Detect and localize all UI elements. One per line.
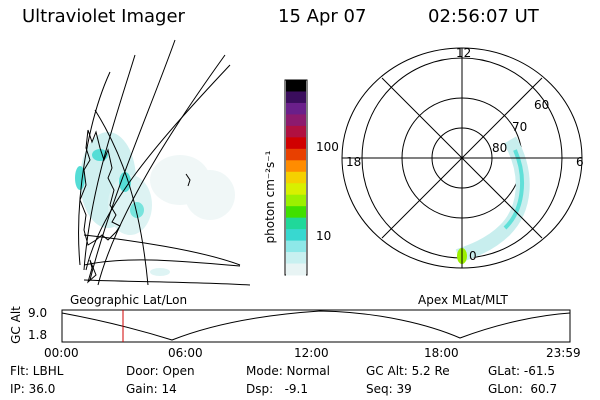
colorbar-swatch: [286, 137, 306, 150]
filter-info: Flt: LBHL: [10, 364, 64, 378]
colorbar-swatch: [286, 240, 306, 253]
seq-info: Seq: 39: [366, 382, 412, 396]
colorbar-swatch: [286, 194, 306, 207]
colorbar-swatch: [286, 206, 306, 219]
auroral-emission-polar: [455, 136, 530, 264]
timeline-xtick: 00:00: [44, 346, 79, 360]
apex-panel-label: Apex MLat/MLT: [418, 293, 508, 307]
timeline-ytick-low: 1.8: [28, 328, 48, 342]
colorbar-swatch: [286, 229, 306, 242]
mlt-label-bottom: 0: [469, 249, 477, 263]
gc-alt-info: GC Alt: 5.2 Re: [366, 364, 450, 378]
app-title: Ultraviolet Imager: [22, 6, 185, 27]
colorbar-swatch: [286, 217, 306, 230]
coastline: [79, 129, 191, 284]
colorbar-swatch: [286, 91, 306, 104]
colorbar-swatch: [286, 252, 306, 265]
geo-grid-lines: [78, 39, 251, 286]
timeline-xtick: 12:00: [294, 346, 329, 360]
mlt-label-left: 18: [346, 155, 362, 169]
timeline-xtick: 23:59: [546, 346, 581, 360]
door-info: Door: Open: [126, 364, 195, 378]
lat-label-70: 70: [512, 120, 528, 134]
colorbar-tick-100: 100: [316, 140, 339, 154]
colorbar-swatch: [286, 160, 306, 173]
mlt-label-right: 6: [576, 155, 584, 169]
time-label: 02:56:07 UT: [428, 6, 539, 27]
date-label: 15 Apr 07: [278, 6, 367, 27]
mlt-label-top: 12: [456, 46, 472, 60]
dsp-info: Dsp: -9.1: [246, 382, 309, 396]
colorbar-swatch: [286, 171, 306, 184]
colorbar-swatch: [286, 263, 306, 276]
lat-label-80: 80: [492, 141, 508, 155]
lat-label-60: 60: [534, 98, 550, 112]
geographic-panel-label: Geographic Lat/Lon: [70, 293, 188, 307]
colorbar-swatch: [286, 148, 306, 161]
timeline-ylabel: GC Alt: [9, 306, 23, 344]
glon-info: GLon: 60.7: [488, 382, 558, 396]
colorbar-tick-10: 10: [316, 229, 332, 243]
altitude-timeline: [61, 309, 571, 343]
colorbar-swatch: [286, 102, 306, 115]
polar-spokes: [342, 48, 582, 268]
auroral-emission-geo: [75, 132, 235, 276]
gain-info: Gain: 14: [126, 382, 177, 396]
mode-info: Mode: Normal: [246, 364, 330, 378]
ip-info: IP: 36.0: [10, 382, 56, 396]
timeline-xtick: 06:00: [168, 346, 203, 360]
timeline-xtick: 18:00: [424, 346, 459, 360]
colorbar-swatch: [286, 114, 306, 127]
colorbar-swatch: [286, 125, 306, 138]
glat-info: GLat: -61.5: [488, 364, 555, 378]
timeline-ytick-high: 9.0: [28, 306, 48, 320]
colorbar-unit-label: photon cm⁻²s⁻¹: [263, 150, 277, 244]
colorbar-swatch: [286, 80, 306, 92]
colorbar-swatch: [286, 183, 306, 196]
